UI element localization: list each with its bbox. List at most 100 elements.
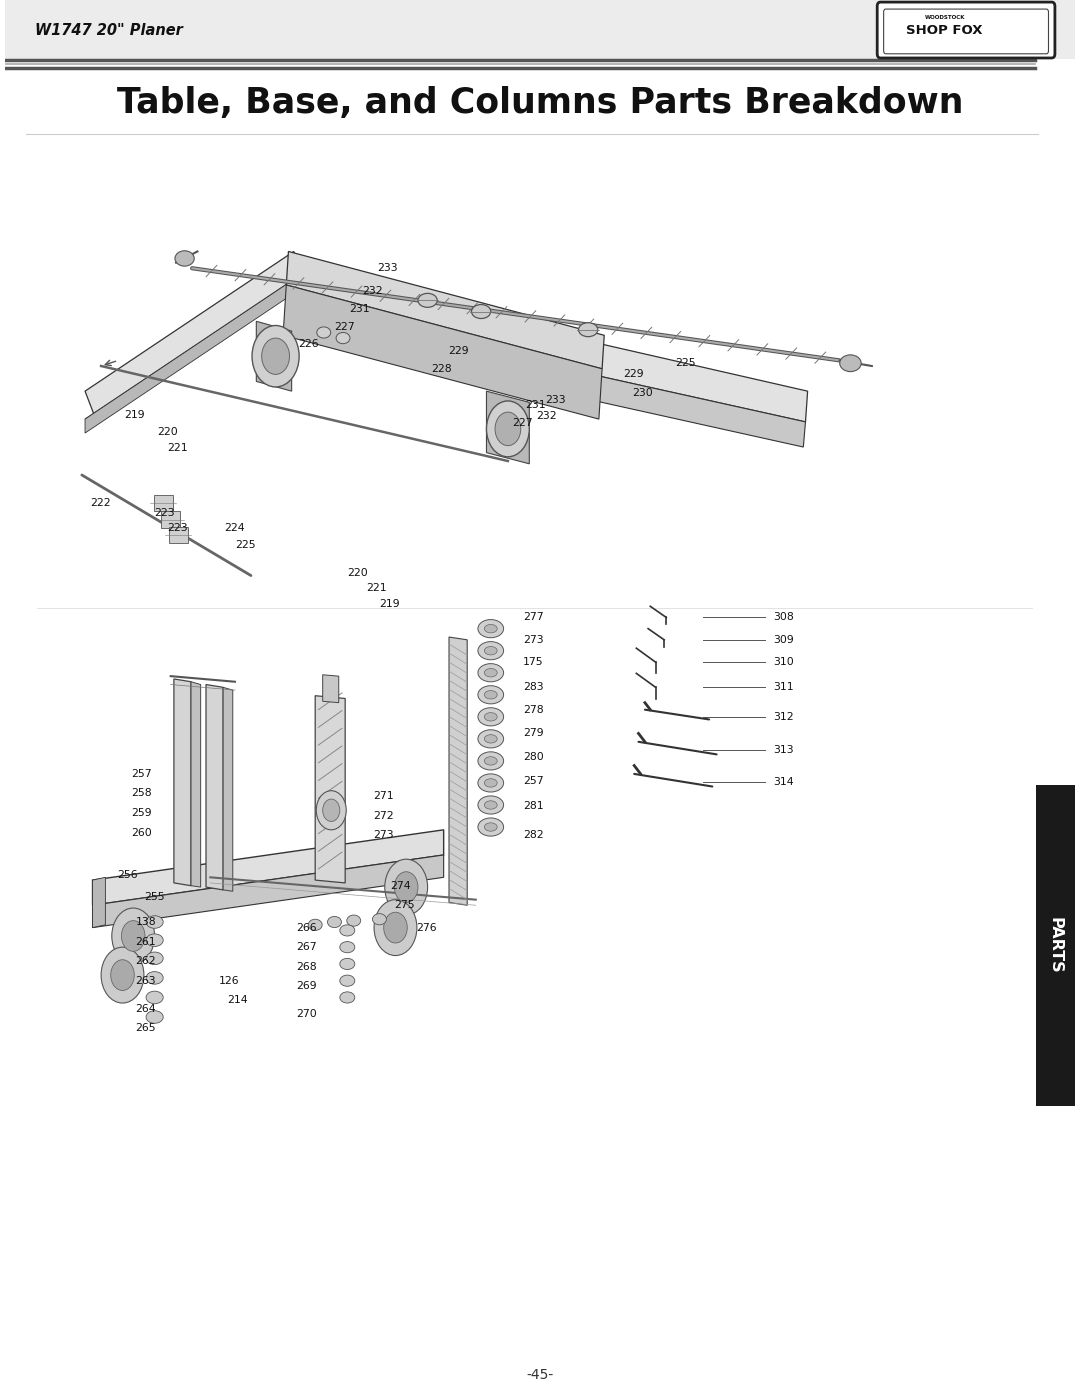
Text: 281: 281 xyxy=(523,800,543,812)
Ellipse shape xyxy=(484,735,497,743)
Text: 263: 263 xyxy=(135,975,156,986)
Text: 271: 271 xyxy=(373,791,393,802)
Text: 257: 257 xyxy=(131,768,151,780)
Ellipse shape xyxy=(484,690,497,698)
Circle shape xyxy=(323,799,340,821)
Polygon shape xyxy=(315,696,346,883)
Text: 255: 255 xyxy=(144,891,164,902)
Text: SHOP FOX: SHOP FOX xyxy=(906,24,983,36)
Ellipse shape xyxy=(340,992,355,1003)
Text: Table, Base, and Columns Parts Breakdown: Table, Base, and Columns Parts Breakdown xyxy=(117,87,963,120)
Polygon shape xyxy=(486,391,529,464)
Ellipse shape xyxy=(478,620,503,637)
FancyBboxPatch shape xyxy=(4,0,1076,59)
Ellipse shape xyxy=(418,293,437,307)
Text: 232: 232 xyxy=(536,411,556,422)
Text: 225: 225 xyxy=(675,358,696,369)
Ellipse shape xyxy=(146,953,163,965)
Circle shape xyxy=(374,900,417,956)
Ellipse shape xyxy=(340,942,355,953)
Ellipse shape xyxy=(340,975,355,986)
Polygon shape xyxy=(93,877,106,928)
Text: 273: 273 xyxy=(373,830,393,841)
Text: PARTS: PARTS xyxy=(1048,918,1063,974)
Ellipse shape xyxy=(373,914,387,925)
Ellipse shape xyxy=(478,729,503,747)
Polygon shape xyxy=(592,342,808,422)
Text: 227: 227 xyxy=(335,321,355,332)
Ellipse shape xyxy=(347,915,361,926)
FancyBboxPatch shape xyxy=(1036,785,1076,1106)
Text: 262: 262 xyxy=(135,956,156,967)
Text: 175: 175 xyxy=(523,657,543,668)
Circle shape xyxy=(383,912,407,943)
Text: 260: 260 xyxy=(131,827,152,838)
Text: 272: 272 xyxy=(373,810,393,821)
Text: 230: 230 xyxy=(632,387,652,398)
Text: 231: 231 xyxy=(525,400,545,411)
Polygon shape xyxy=(256,321,292,391)
Ellipse shape xyxy=(336,332,350,344)
Text: 283: 283 xyxy=(523,682,543,693)
Text: 310: 310 xyxy=(773,657,794,668)
FancyBboxPatch shape xyxy=(161,511,180,528)
Text: 277: 277 xyxy=(523,612,543,623)
Text: 214: 214 xyxy=(228,995,248,1006)
Ellipse shape xyxy=(478,774,503,792)
Ellipse shape xyxy=(478,686,503,704)
Text: 223: 223 xyxy=(167,522,188,534)
Polygon shape xyxy=(206,685,224,890)
Text: 256: 256 xyxy=(117,869,138,880)
Polygon shape xyxy=(85,279,305,419)
Polygon shape xyxy=(191,682,201,887)
Ellipse shape xyxy=(340,958,355,970)
Ellipse shape xyxy=(146,1011,163,1023)
Circle shape xyxy=(495,412,521,446)
Text: 258: 258 xyxy=(131,788,151,799)
Ellipse shape xyxy=(472,305,490,319)
Ellipse shape xyxy=(579,323,598,337)
Ellipse shape xyxy=(484,778,497,787)
Text: 257: 257 xyxy=(523,775,543,787)
Ellipse shape xyxy=(478,708,503,726)
Text: 227: 227 xyxy=(512,418,532,429)
Text: 228: 228 xyxy=(431,363,451,374)
Ellipse shape xyxy=(146,992,163,1003)
Ellipse shape xyxy=(484,800,497,809)
Text: 314: 314 xyxy=(773,777,794,788)
Polygon shape xyxy=(85,251,305,419)
Text: 266: 266 xyxy=(296,922,316,933)
Text: 231: 231 xyxy=(350,303,370,314)
Text: 259: 259 xyxy=(131,807,151,819)
Ellipse shape xyxy=(484,624,497,633)
Circle shape xyxy=(252,326,299,387)
Text: 311: 311 xyxy=(773,682,794,693)
Text: 229: 229 xyxy=(448,345,469,356)
Text: 282: 282 xyxy=(523,830,543,841)
Text: W1747 20" Planer: W1747 20" Planer xyxy=(35,22,183,38)
Circle shape xyxy=(102,947,144,1003)
Text: 279: 279 xyxy=(523,728,543,739)
Text: 278: 278 xyxy=(523,704,543,715)
Text: 274: 274 xyxy=(390,880,410,891)
Text: 138: 138 xyxy=(135,916,156,928)
Polygon shape xyxy=(283,285,602,419)
Text: 223: 223 xyxy=(154,507,175,518)
Polygon shape xyxy=(449,637,468,905)
Text: 265: 265 xyxy=(135,1023,156,1034)
Ellipse shape xyxy=(484,647,497,655)
Text: 220: 220 xyxy=(157,426,177,437)
Circle shape xyxy=(111,960,134,990)
Circle shape xyxy=(112,908,154,964)
Text: 219: 219 xyxy=(124,409,146,420)
Text: 308: 308 xyxy=(773,612,794,623)
Polygon shape xyxy=(93,855,444,928)
Ellipse shape xyxy=(478,664,503,682)
Text: 275: 275 xyxy=(394,900,415,911)
Text: 233: 233 xyxy=(545,394,566,405)
Polygon shape xyxy=(590,374,806,447)
Ellipse shape xyxy=(478,752,503,770)
Ellipse shape xyxy=(146,933,163,947)
Text: 221: 221 xyxy=(366,583,388,594)
Text: 126: 126 xyxy=(219,975,240,986)
